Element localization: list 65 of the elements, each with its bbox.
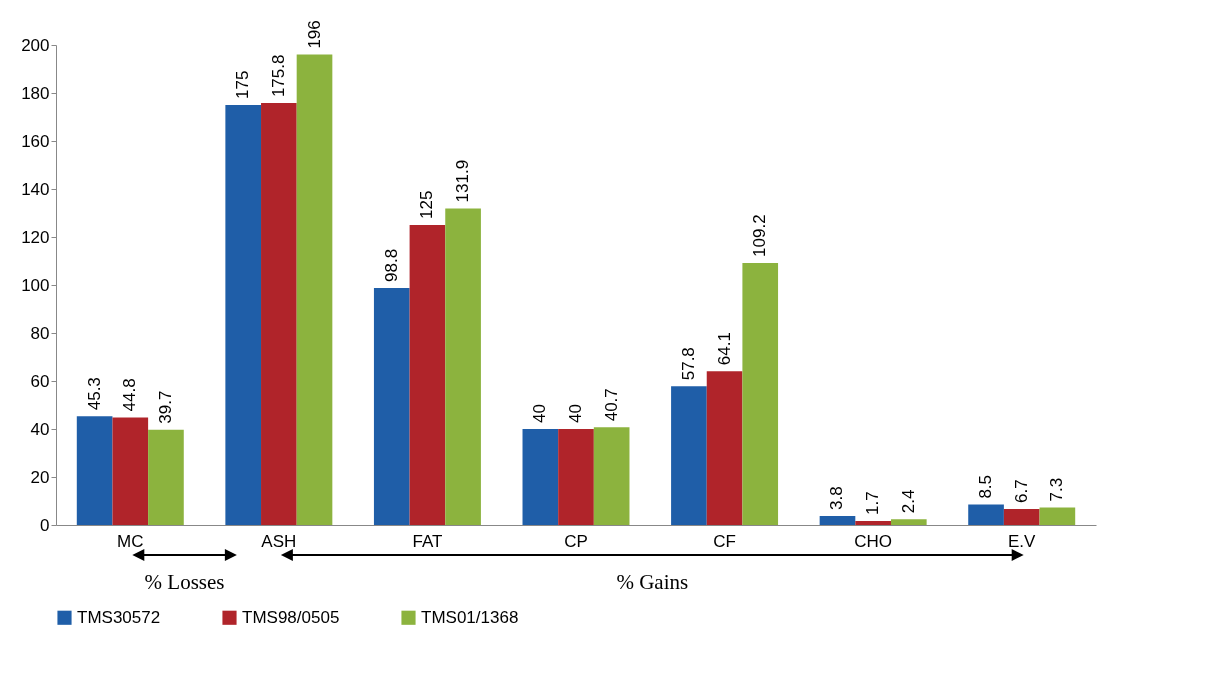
bar — [148, 429, 184, 525]
data-label: 175.8 — [268, 54, 288, 98]
data-label: 196 — [304, 20, 324, 49]
y-tick-label: 200 — [21, 35, 50, 55]
x-tick-label: FAT — [412, 531, 443, 551]
bar — [225, 105, 262, 525]
data-label: 2.4 — [898, 489, 918, 514]
bar — [1039, 507, 1076, 525]
text: % Losses — [144, 570, 225, 594]
data-label: 44.8 — [120, 378, 140, 412]
x-tick-label: E.V — [1008, 531, 1037, 551]
x-tick-label: ASH — [261, 531, 297, 551]
data-label: 40 — [530, 404, 550, 423]
bar — [296, 54, 333, 525]
x-tick-label: CP — [564, 531, 588, 551]
bar — [261, 103, 297, 525]
data-label: 40.7 — [601, 388, 621, 422]
data-label: 6.7 — [1011, 479, 1031, 503]
y-tick-label: 100 — [21, 275, 50, 295]
data-label: 40 — [566, 404, 585, 423]
bar — [409, 225, 446, 525]
data-label: 57.8 — [678, 347, 698, 381]
data-label: 64.1 — [714, 332, 734, 366]
y-tick-label: 80 — [30, 323, 50, 343]
y-tick-label: 20 — [30, 467, 50, 487]
bar — [855, 520, 891, 525]
x-tick-label: MC — [117, 531, 144, 551]
y-tick-label: 140 — [21, 179, 50, 199]
data-label: 1.7 — [863, 491, 883, 515]
legend-label: TMS01/1368 — [421, 607, 519, 627]
y-tick-label: 60 — [30, 371, 50, 391]
bar — [373, 287, 410, 525]
bar — [445, 208, 481, 525]
bar — [706, 371, 743, 525]
bar — [76, 416, 113, 525]
data-label: 3.8 — [827, 486, 847, 510]
data-label: 125 — [417, 190, 437, 219]
bar — [1003, 508, 1040, 525]
data-label: 98.8 — [381, 248, 401, 282]
y-tick-label: 180 — [21, 83, 50, 103]
bar — [593, 427, 630, 525]
data-label: 45.3 — [84, 377, 104, 411]
data-label: 7.3 — [1047, 477, 1067, 502]
data-label: 175 — [233, 70, 253, 99]
bar — [890, 519, 927, 525]
bar — [742, 262, 779, 525]
bar — [522, 429, 559, 525]
bar — [671, 386, 707, 525]
legend-label: TMS30572 — [77, 607, 161, 627]
y-tick-label: 120 — [21, 227, 50, 247]
data-label: 39.7 — [155, 390, 175, 424]
bar — [112, 417, 149, 525]
legend-label: TMS98/0505 — [242, 607, 340, 627]
text: % Gains — [616, 570, 689, 594]
data-label: 8.5 — [976, 474, 996, 499]
bar — [968, 504, 1004, 525]
data-label: 109.2 — [750, 214, 770, 257]
x-tick-label: CHO — [854, 531, 893, 551]
x-tick-label: CF — [713, 531, 736, 551]
y-tick-label: 160 — [21, 131, 50, 151]
data-label: 131.9 — [453, 159, 473, 203]
y-tick-label: 40 — [30, 419, 50, 439]
bar — [819, 515, 856, 525]
y-tick-label: 0 — [40, 515, 50, 535]
bar — [558, 429, 594, 525]
